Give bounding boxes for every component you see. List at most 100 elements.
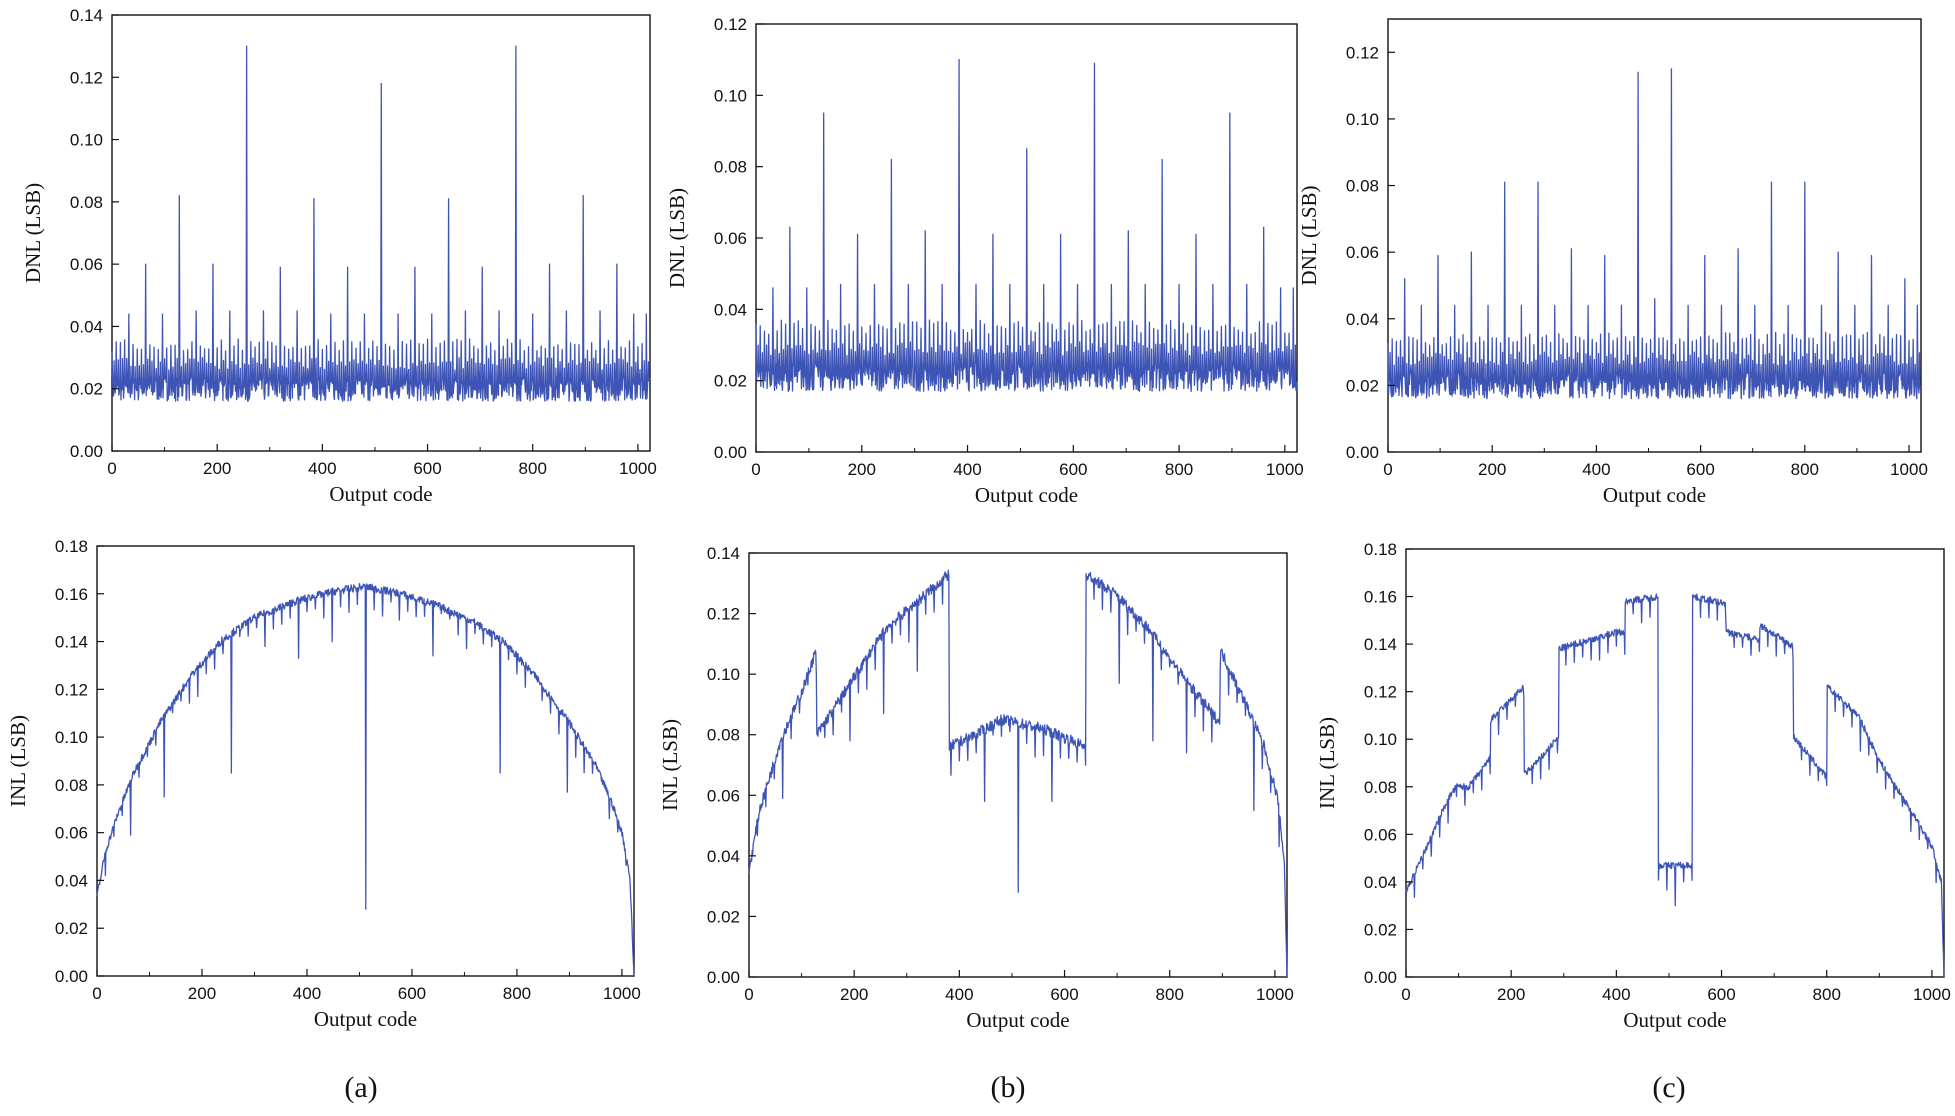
y-tick-label: 0.04: [70, 317, 103, 336]
x-tick-label: 400: [1602, 985, 1630, 1004]
plot-frame: [111, 14, 651, 452]
y-tick-label: 0.06: [70, 255, 103, 274]
panel-label-c: (c): [1652, 1071, 1685, 1104]
y-tick-label: 0.02: [1346, 376, 1379, 395]
y-tick-label: 0.08: [70, 193, 103, 212]
series-line-inl: [748, 569, 1288, 978]
x-tick-label: 1000: [603, 984, 641, 1003]
y-tick-label: 0.10: [707, 665, 740, 684]
panel-label-b: (b): [991, 1071, 1026, 1104]
x-tick-label: 400: [945, 985, 973, 1004]
y-tick-label: 0.10: [1346, 110, 1379, 129]
y-tick-label: 0.10: [70, 131, 103, 150]
x-tick-label: 1000: [619, 459, 657, 478]
series-line-dnl: [111, 45, 651, 402]
x-tick-label: 200: [1478, 460, 1506, 479]
y-tick-label: 0.00: [70, 442, 103, 461]
series-line-dnl: [1387, 68, 1922, 400]
y-tick-label: 0.06: [1364, 825, 1397, 844]
y-tick-label: 0.06: [55, 824, 88, 843]
x-tick-label: 800: [503, 984, 531, 1003]
y-tick-label: 0.02: [714, 372, 747, 391]
plot-frame: [96, 545, 635, 977]
y-tick-label: 0.10: [714, 86, 747, 105]
y-axis-label: DNL (LSB): [21, 183, 45, 283]
y-tick-label: 0.10: [1364, 730, 1397, 749]
y-tick-label: 0.02: [1364, 920, 1397, 939]
x-axis-label: Output code: [1603, 483, 1706, 507]
y-tick-label: 0.04: [714, 300, 747, 319]
y-tick-label: 0.00: [707, 968, 740, 987]
x-axis-label: Output code: [329, 482, 432, 506]
x-tick-label: 0: [92, 984, 101, 1003]
x-tick-label: 600: [1050, 985, 1078, 1004]
y-tick-label: 0.12: [714, 15, 747, 34]
x-axis-label: Output code: [975, 483, 1078, 507]
series-line-inl: [1405, 593, 1945, 978]
y-tick-label: 0.06: [714, 229, 747, 248]
y-tick-label: 0.02: [55, 919, 88, 938]
y-tick-label: 0.08: [714, 158, 747, 177]
y-tick-label: 0.02: [707, 907, 740, 926]
x-tick-label: 800: [1791, 460, 1819, 479]
x-tick-label: 200: [1497, 985, 1525, 1004]
y-tick-label: 0.00: [1346, 443, 1379, 462]
y-tick-label: 0.00: [714, 443, 747, 462]
x-tick-label: 0: [1401, 985, 1410, 1004]
y-tick-label: 0.12: [70, 68, 103, 87]
x-tick-label: 600: [1686, 460, 1714, 479]
y-tick-label: 0.12: [707, 605, 740, 624]
y-tick-label: 0.14: [707, 544, 740, 563]
x-tick-label: 1000: [1913, 985, 1951, 1004]
x-tick-label: 1000: [1256, 985, 1294, 1004]
panel-label-a: (a): [344, 1071, 377, 1104]
x-tick-label: 200: [188, 984, 216, 1003]
x-tick-label: 400: [1582, 460, 1610, 479]
y-tick-label: 0.10: [55, 728, 88, 747]
y-axis-label: INL (LSB): [6, 715, 30, 807]
y-tick-label: 0.04: [1364, 873, 1397, 892]
chart-a-inl: 0 200 400 600 800 1000 0.00 0.02 0.04 0.06 0.08 0.1…: [6, 537, 641, 1031]
x-tick-label: 400: [308, 459, 336, 478]
y-tick-label: 0.12: [1364, 683, 1397, 702]
x-tick-label: 600: [398, 984, 426, 1003]
y-axis-label: INL (LSB): [1315, 717, 1339, 809]
y-tick-label: 0.04: [55, 871, 88, 890]
y-tick-label: 0.08: [55, 776, 88, 795]
x-tick-label: 0: [107, 459, 116, 478]
y-tick-label: 0.18: [1364, 540, 1397, 559]
y-axis-label: INL (LSB): [658, 719, 682, 811]
x-tick-label: 200: [203, 459, 231, 478]
x-tick-label: 600: [1707, 985, 1735, 1004]
x-tick-label: 400: [293, 984, 321, 1003]
y-tick-label: 0.08: [1364, 778, 1397, 797]
x-tick-label: 800: [1813, 985, 1841, 1004]
y-axis-label: DNL (LSB): [665, 188, 689, 288]
y-tick-label: 0.08: [707, 726, 740, 745]
y-tick-label: 0.16: [55, 585, 88, 604]
x-tick-label: 800: [1165, 460, 1193, 479]
x-axis-label: Output code: [314, 1007, 417, 1031]
y-tick-label: 0.14: [70, 6, 103, 25]
x-axis-label: Output code: [966, 1008, 1069, 1032]
plot-frame: [748, 552, 1288, 978]
x-tick-label: 600: [1059, 460, 1087, 479]
y-tick-label: 0.16: [1364, 588, 1397, 607]
y-tick-label: 0.00: [1364, 968, 1397, 987]
y-tick-label: 0.02: [70, 380, 103, 399]
x-axis-label: Output code: [1623, 1008, 1726, 1032]
x-tick-label: 200: [840, 985, 868, 1004]
x-tick-label: 0: [1383, 460, 1392, 479]
y-tick-label: 0.00: [55, 967, 88, 986]
x-tick-label: 0: [744, 985, 753, 1004]
y-tick-label: 0.04: [1346, 310, 1379, 329]
x-tick-label: 800: [1156, 985, 1184, 1004]
y-tick-label: 0.14: [55, 633, 88, 652]
chart-b-dnl: 0 200 400 600 800 1000 0.00 0.02 0.04 0.06 0.08 0.1…: [665, 15, 1304, 507]
plot-frame: [1405, 548, 1945, 978]
chart-c-inl: 0 200 400 600 800 1000 0.00 0.02 0.04 0.06 0.08 0.1…: [1315, 540, 1951, 1032]
chart-a-dnl: 0 200 400 600 800 1000 0.00 0.02 0.04 0.06 0.08 0.1…: [21, 6, 657, 506]
y-tick-label: 0.04: [707, 847, 740, 866]
chart-c-dnl: 0 200 400 600 800 1000 0.00 0.02 0.04 0.06 0.08 0.1…: [1297, 18, 1928, 507]
